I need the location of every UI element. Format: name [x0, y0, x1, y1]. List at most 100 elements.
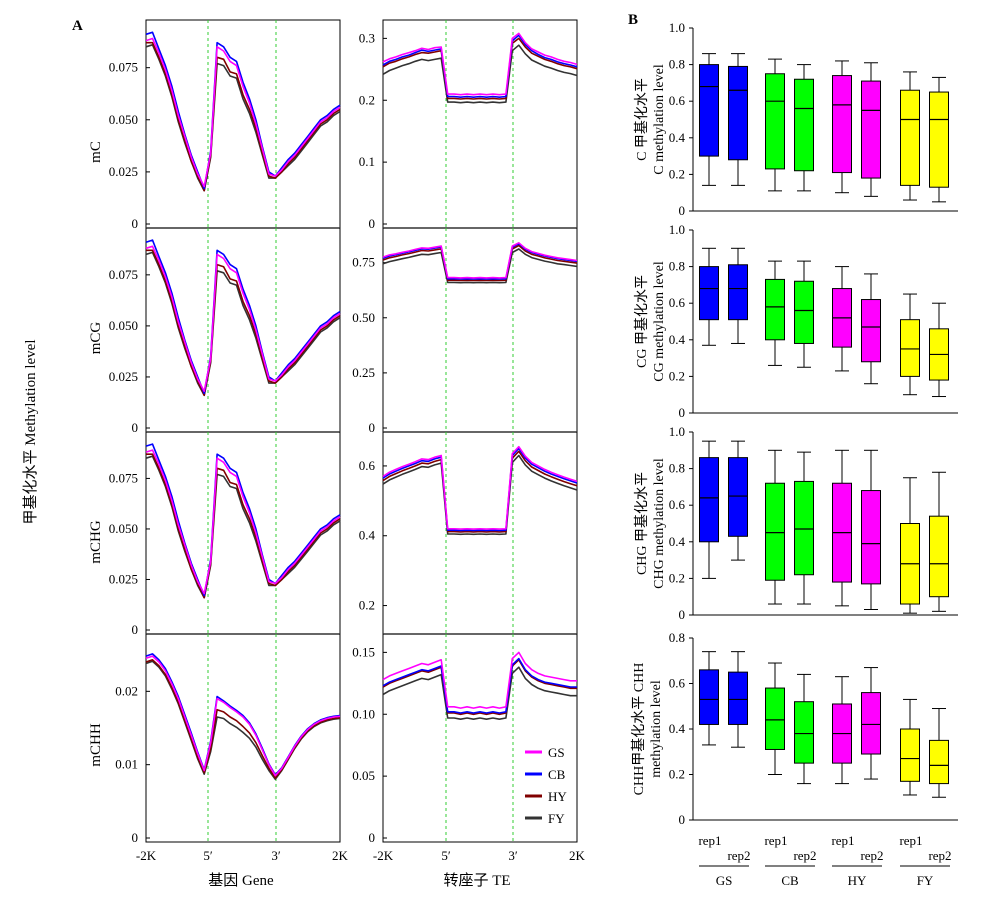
- box-fy-rep2: [929, 302, 949, 398]
- group-label-hy: HY: [848, 873, 867, 888]
- plot-frame: [145, 19, 341, 229]
- box-hy-rep1: [832, 266, 852, 372]
- x-tick-label: 2K: [332, 848, 349, 863]
- box-cb-rep2: [794, 673, 814, 785]
- series-line-gs: [382, 445, 578, 530]
- row-label-mchg: mCHG: [88, 520, 104, 564]
- panel-a-y-axis-label: 甲基化水平 Methylation level: [22, 340, 39, 525]
- y-tick-label: 0: [679, 405, 686, 420]
- y-tick-label: 0.4: [669, 332, 686, 347]
- box-fy-rep1: [900, 477, 920, 614]
- series-line-fy: [145, 455, 341, 599]
- box-body: [900, 728, 920, 782]
- box-y-label-line2: methylation level: [649, 680, 664, 778]
- box-body: [728, 264, 748, 321]
- box-body: [832, 75, 852, 174]
- y-tick-label: 0.05: [352, 768, 375, 783]
- x-tick-label: 3′: [508, 848, 518, 863]
- y-tick-label: 0.8: [669, 57, 685, 72]
- y-tick-label: 0.6: [669, 93, 686, 108]
- y-tick-label: 0.2: [669, 368, 685, 383]
- box-body: [699, 266, 719, 321]
- box-fy-rep2: [929, 708, 949, 798]
- panel-b-label: B: [628, 12, 638, 28]
- y-tick-label: 0.6: [359, 458, 376, 473]
- box-gs-rep1: [699, 440, 719, 579]
- y-tick-label: 0.2: [359, 92, 375, 107]
- y-tick-label: 0.075: [109, 60, 138, 75]
- series-line-hy: [382, 37, 578, 100]
- box-body: [861, 299, 881, 363]
- y-tick-label: 0: [679, 203, 686, 218]
- y-tick-label: 0.2: [669, 767, 685, 782]
- y-tick-label: 1.0: [669, 20, 685, 35]
- series-line-hy: [146, 41, 341, 192]
- box-body: [699, 457, 719, 543]
- series-line-hy: [146, 453, 341, 599]
- y-tick-label: 0.50: [352, 310, 375, 325]
- box-fy-rep2: [929, 471, 949, 612]
- box-y-label-line2: CG methylation level: [652, 261, 667, 382]
- box-gs-rep1: [699, 247, 719, 346]
- y-tick-label: 0.75: [352, 255, 375, 270]
- series-line-hy: [145, 658, 341, 779]
- series-line-gs: [382, 242, 578, 279]
- box-body: [861, 80, 881, 179]
- row-label-mc: mC: [88, 141, 104, 163]
- series-line-cb: [382, 34, 578, 98]
- box-y-label-line1: C 甲基化水平: [633, 78, 650, 161]
- y-tick-label: 0.6: [669, 676, 686, 691]
- series-line-hy: [382, 450, 578, 533]
- box-body: [765, 687, 785, 750]
- series-line-hy: [146, 249, 341, 397]
- rep-label: rep1: [899, 833, 922, 848]
- y-tick-label: 0.025: [109, 369, 138, 384]
- box-cb-rep1: [765, 662, 785, 775]
- box-body: [794, 701, 814, 764]
- box-hy-rep1: [832, 449, 852, 607]
- y-tick-label: 0.01: [115, 757, 138, 772]
- te-x-axis-label: 转座子 TE: [443, 872, 510, 889]
- box-fy-rep2: [929, 76, 949, 203]
- plot-frame: [145, 227, 341, 433]
- y-tick-label: 0.4: [669, 721, 686, 736]
- series-line-fy: [145, 43, 341, 192]
- box-fy-rep1: [900, 698, 920, 796]
- y-tick-label: 0.8: [669, 461, 685, 476]
- box-body: [728, 457, 748, 537]
- y-tick-label: 0.050: [109, 521, 138, 536]
- y-tick-label: 0: [369, 420, 376, 435]
- y-tick-label: 0.2: [359, 598, 375, 613]
- y-tick-label: 0.050: [109, 318, 138, 333]
- box-cb-rep1: [765, 449, 785, 605]
- row-label-mchh: mCHH: [88, 723, 104, 767]
- series-line-fy: [145, 251, 341, 397]
- box-body: [794, 78, 814, 172]
- series-line-fy: [382, 44, 578, 104]
- series-line-gs: [145, 37, 341, 188]
- rep-label: rep2: [928, 848, 951, 863]
- box-body: [699, 64, 719, 157]
- y-tick-label: 0.2: [669, 166, 685, 181]
- y-tick-label: 0: [679, 812, 686, 827]
- box-hy-rep2: [861, 62, 881, 197]
- box-y-label-line1: CHG 甲基化水平: [633, 472, 650, 575]
- plot-frame: [382, 633, 578, 843]
- box-y-label-line2: C methylation level: [652, 64, 667, 175]
- box-body: [929, 739, 949, 785]
- series-line-cb: [145, 31, 341, 190]
- rep-label: rep2: [793, 848, 816, 863]
- series-line-cb: [382, 657, 577, 714]
- y-tick-label: 0.4: [669, 534, 686, 549]
- box-cb-rep1: [765, 260, 785, 366]
- x-tick-label: 5′: [203, 848, 213, 863]
- series-line-gs: [145, 245, 341, 393]
- series-line-fy: [382, 248, 578, 284]
- y-tick-label: 0.4: [359, 528, 376, 543]
- y-tick-label: 0.8: [669, 259, 685, 274]
- rep-label: rep1: [698, 833, 721, 848]
- plot-frame: [145, 633, 341, 843]
- y-tick-label: 0.025: [109, 164, 138, 179]
- panel-b-box-charts: 0 0.2 0.4 0.6 0.8 1.0 C 甲基化水平 C methylation lev…: [630, 20, 958, 888]
- box-body: [765, 73, 785, 170]
